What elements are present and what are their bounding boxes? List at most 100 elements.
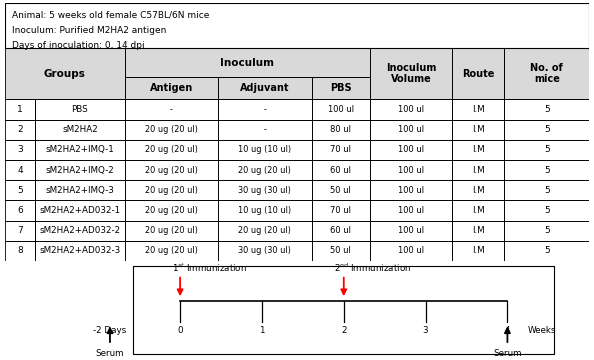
Bar [218, 99, 312, 120]
Text: I.M: I.M [472, 186, 485, 195]
Text: 60 ul: 60 ul [330, 226, 351, 235]
Bar [35, 241, 125, 261]
Text: 10 ug (10 ul): 10 ug (10 ul) [238, 206, 292, 215]
Text: PBS: PBS [330, 84, 352, 94]
Bar [452, 140, 504, 160]
Bar [125, 77, 218, 99]
Text: 50 ul: 50 ul [330, 246, 351, 255]
Bar [370, 120, 452, 140]
Text: I.M: I.M [472, 226, 485, 235]
Text: Adjuvant: Adjuvant [240, 84, 290, 94]
Bar [5, 48, 125, 99]
Text: 2: 2 [17, 125, 23, 134]
Bar [5, 48, 125, 99]
Bar [125, 160, 218, 180]
Bar [125, 180, 218, 201]
Text: 100 ul: 100 ul [398, 105, 424, 114]
Text: 70 ul: 70 ul [330, 145, 351, 154]
Text: Weeks: Weeks [528, 326, 557, 335]
Bar [452, 48, 504, 99]
Text: 5: 5 [544, 206, 550, 215]
Bar [504, 160, 589, 180]
Text: 7: 7 [17, 226, 23, 235]
Text: 100 ul: 100 ul [398, 145, 424, 154]
Bar [35, 99, 125, 120]
Text: I.M: I.M [472, 166, 485, 175]
Bar [312, 77, 370, 99]
Text: 10 ug (10 ul): 10 ug (10 ul) [238, 145, 292, 154]
Bar [5, 201, 35, 221]
Bar [312, 120, 370, 140]
Text: sM2HA2+AD032-2: sM2HA2+AD032-2 [39, 226, 121, 235]
Bar [218, 241, 312, 261]
Text: 5: 5 [17, 186, 23, 195]
Text: 8: 8 [17, 246, 23, 255]
Text: 30 ug (30 ul): 30 ug (30 ul) [238, 186, 291, 195]
Text: Antigen: Antigen [150, 84, 193, 94]
Text: 100 ul: 100 ul [398, 226, 424, 235]
Bar [125, 221, 218, 241]
Bar [312, 99, 370, 120]
Bar [218, 140, 312, 160]
Bar [5, 241, 35, 261]
Bar [504, 201, 589, 221]
Bar [125, 241, 218, 261]
Bar [370, 48, 452, 99]
Bar [312, 140, 370, 160]
Bar [452, 180, 504, 201]
Bar [452, 201, 504, 221]
Text: 3: 3 [17, 145, 23, 154]
Bar [125, 99, 218, 120]
Text: -2 Days: -2 Days [93, 326, 127, 335]
Text: sM2HA2+IMQ-2: sM2HA2+IMQ-2 [46, 166, 114, 175]
Text: Groups: Groups [44, 69, 86, 78]
Bar [5, 180, 35, 201]
Bar [35, 140, 125, 160]
Bar [504, 221, 589, 241]
Bar [452, 160, 504, 180]
Bar [218, 77, 312, 99]
Text: 20 ug (20 ul): 20 ug (20 ul) [145, 145, 198, 154]
Text: Inoculum: Purified M2HA2 antigen: Inoculum: Purified M2HA2 antigen [12, 26, 166, 35]
Text: 80 ul: 80 ul [330, 125, 351, 134]
Bar [504, 241, 589, 261]
Bar [35, 201, 125, 221]
Bar [452, 221, 504, 241]
Bar [312, 241, 370, 261]
Bar [35, 120, 125, 140]
Text: Serum: Serum [493, 349, 522, 358]
Text: 20 ug (20 ul): 20 ug (20 ul) [145, 226, 198, 235]
Bar [5, 120, 35, 140]
Text: 20 ug (20 ul): 20 ug (20 ul) [145, 186, 198, 195]
Text: 20 ug (20 ul): 20 ug (20 ul) [145, 206, 198, 215]
Bar [452, 48, 504, 99]
Bar [125, 201, 218, 221]
Text: 0: 0 [177, 326, 183, 335]
Bar [504, 140, 589, 160]
Text: 4: 4 [505, 326, 510, 335]
Text: 100 ul: 100 ul [398, 246, 424, 255]
Text: 5: 5 [544, 125, 550, 134]
Bar [504, 180, 589, 201]
Bar [218, 180, 312, 201]
Text: 5: 5 [544, 226, 550, 235]
Bar [370, 241, 452, 261]
Bar [35, 160, 125, 180]
Text: 3: 3 [423, 326, 428, 335]
Text: 20 ug (20 ul): 20 ug (20 ul) [238, 226, 291, 235]
Text: 60 ul: 60 ul [330, 166, 351, 175]
Text: Inoculum: Inoculum [220, 58, 274, 68]
Text: I.M: I.M [472, 105, 485, 114]
Text: I.M: I.M [472, 246, 485, 255]
Text: 1: 1 [17, 105, 23, 114]
Text: 20 ug (20 ul): 20 ug (20 ul) [145, 246, 198, 255]
Text: Days of inoculation: 0, 14 dpi: Days of inoculation: 0, 14 dpi [12, 41, 144, 50]
Text: 20 ug (20 ul): 20 ug (20 ul) [238, 166, 291, 175]
Text: 2: 2 [341, 326, 346, 335]
Bar [312, 77, 370, 99]
Text: sM2HA2+IMQ-1: sM2HA2+IMQ-1 [46, 145, 114, 154]
Bar [312, 180, 370, 201]
Bar [452, 99, 504, 120]
Text: sM2HA2: sM2HA2 [62, 125, 98, 134]
Text: 5: 5 [544, 186, 550, 195]
